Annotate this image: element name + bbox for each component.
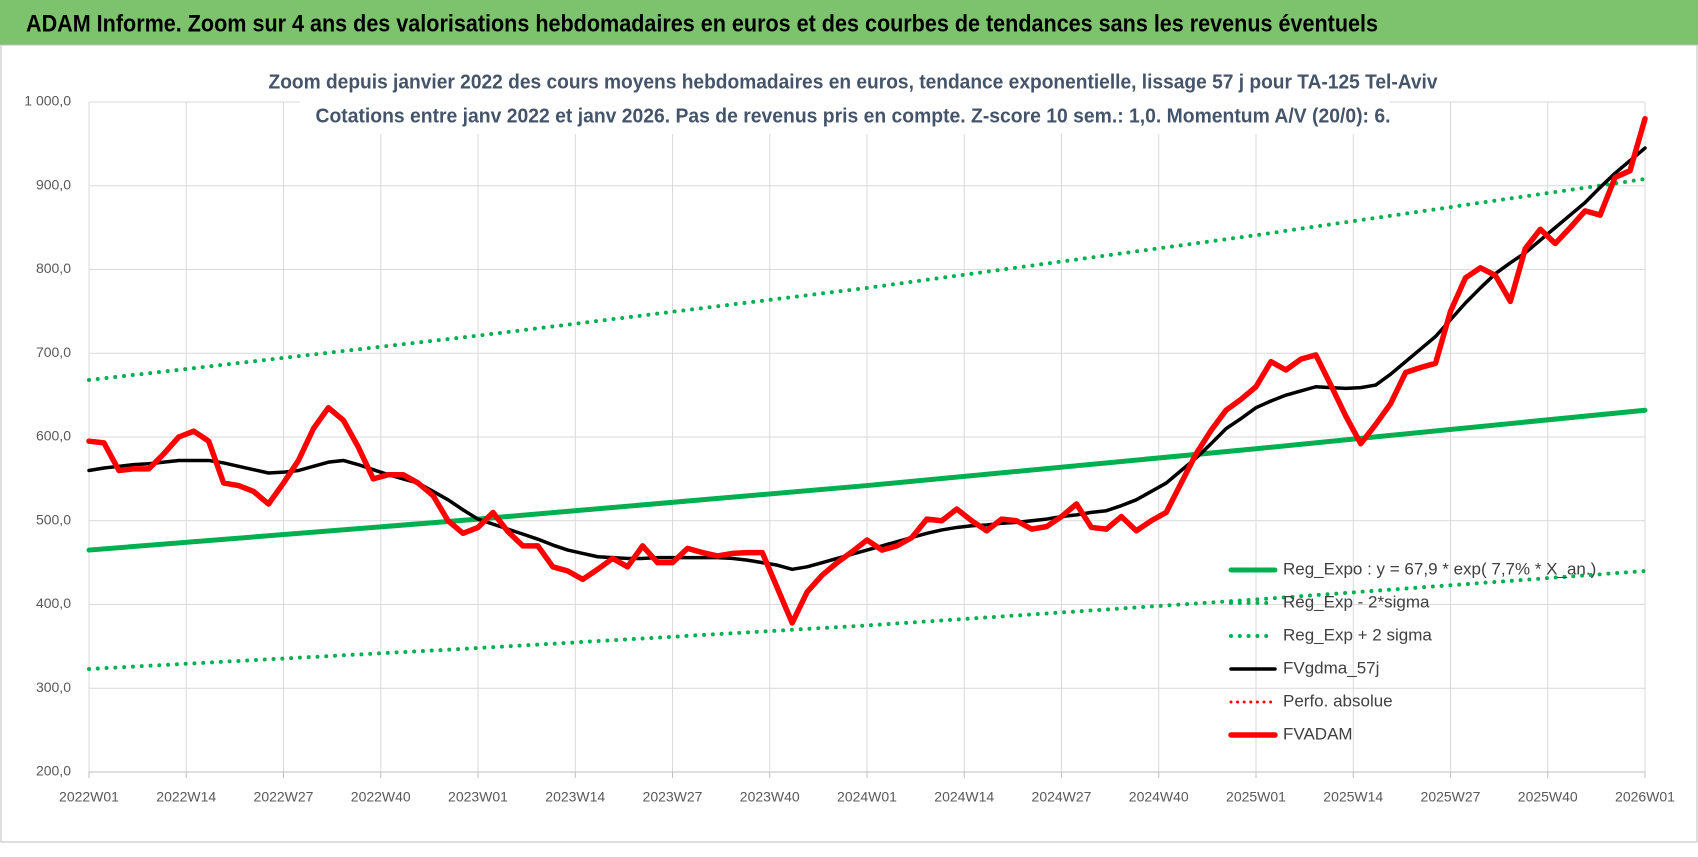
x-tick-label: 2022W27	[254, 789, 314, 805]
x-tick-label: 2024W14	[934, 789, 994, 805]
series-line	[87, 177, 1647, 383]
y-tick-label: 1 000,0	[24, 93, 71, 109]
subtitle-bg	[300, 100, 1390, 134]
x-tick-label: 2023W27	[643, 789, 703, 805]
series-line	[86, 407, 1648, 553]
y-tick-label: 800,0	[36, 260, 71, 276]
y-tick-label: 300,0	[36, 679, 71, 695]
x-tick-label: 2024W01	[837, 789, 897, 805]
chart-frame	[0, 44, 1698, 843]
y-tick-label: 900,0	[36, 176, 71, 192]
legend-label: FVADAM	[1283, 724, 1353, 743]
x-tick-label: 2022W01	[59, 789, 119, 805]
legend-label: Reg_Expo : y = 67,9 * exp( 7,7% * X_an.)	[1283, 559, 1596, 578]
y-tick-label: 200,0	[36, 763, 71, 779]
x-tick-label: 2026W01	[1615, 789, 1675, 805]
legend-label: Reg_Exp - 2*sigma	[1283, 592, 1430, 611]
series-line	[87, 146, 1647, 572]
y-tick-label: 700,0	[36, 344, 71, 360]
banner-title: ADAM Informe. Zoom sur 4 ans des valoris…	[26, 10, 1378, 37]
legend-label: FVgdma_57j	[1283, 658, 1379, 677]
chart-title: Zoom depuis janvier 2022 des cours moyen…	[269, 71, 1439, 93]
x-tick-label: 2025W27	[1421, 789, 1481, 805]
banner-bar	[0, 0, 1698, 45]
x-tick-label: 2025W40	[1518, 789, 1578, 805]
y-tick-label: 400,0	[36, 595, 71, 611]
legend-label: Reg_Exp + 2 sigma	[1283, 625, 1432, 644]
x-tick-label: 2024W40	[1129, 789, 1189, 805]
x-tick-label: 2025W01	[1226, 789, 1286, 805]
chart-subtitle: Cotations entre janv 2022 et janv 2026. …	[316, 105, 1391, 127]
title-bg	[262, 66, 1446, 100]
y-tick-label: 600,0	[36, 428, 71, 444]
x-tick-label: 2023W40	[740, 789, 800, 805]
x-tick-label: 2023W01	[448, 789, 508, 805]
x-tick-label: 2022W40	[351, 789, 411, 805]
x-tick-label: 2025W14	[1323, 789, 1383, 805]
legend-label: Perfo. absolue	[1283, 691, 1393, 710]
series-layer	[86, 116, 1648, 671]
series-line	[86, 116, 1648, 626]
legend: Reg_Expo : y = 67,9 * exp( 7,7% * X_an.)…	[1228, 559, 1596, 743]
y-tick-label: 500,0	[36, 511, 71, 527]
x-tick-label: 2023W14	[545, 789, 605, 805]
x-tick-label: 2024W27	[1032, 789, 1092, 805]
x-tick-label: 2022W14	[156, 789, 216, 805]
